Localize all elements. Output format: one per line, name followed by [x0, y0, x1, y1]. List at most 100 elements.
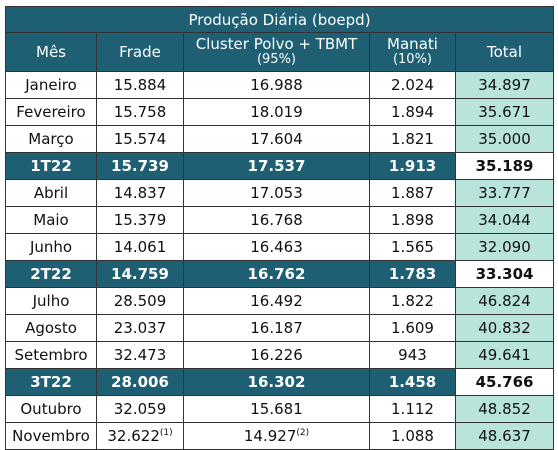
cell-value: 1.822 [391, 292, 434, 310]
cell-value: 32.090 [478, 238, 531, 256]
cell-value: 16.768 [250, 211, 303, 229]
cell-polvo: 16.988 [183, 71, 370, 99]
cell-month: Abril [5, 179, 97, 207]
cell-value: 14.927 [243, 427, 297, 445]
cell-month: 1T22 [5, 152, 97, 180]
cell-polvo: 14.927(2) [183, 422, 370, 450]
header-sublabel: (95%) [256, 52, 297, 67]
table-row: Junho 14.061 16.463 1.565 32.090 [5, 233, 555, 261]
cell-value: 1.913 [388, 157, 437, 175]
cell-total: 45.766 [454, 368, 555, 396]
cell-frade: 15.379 [96, 206, 184, 234]
table-body: Janeiro 15.884 16.988 2.024 34.897 Fevereiro 1… [5, 71, 555, 450]
cell-month: Maio [5, 206, 97, 234]
cell-value: Agosto [25, 319, 77, 337]
cell-polvo: 18.019 [183, 98, 370, 126]
cell-total: 34.044 [454, 206, 555, 234]
table-row: Fevereiro 15.758 18.019 1.894 35.671 [5, 98, 555, 126]
cell-value: 15.574 [113, 130, 167, 148]
header-manati: Manati (10%) [369, 32, 456, 72]
cell-value: 1.898 [391, 211, 434, 229]
cell-value: 14.837 [113, 184, 167, 202]
header-sublabel: (10%) [392, 52, 433, 67]
cell-polvo: 16.492 [183, 287, 370, 315]
table-row: Janeiro 15.884 16.988 2.024 34.897 [5, 71, 555, 99]
cell-frade: 14.061 [96, 233, 184, 261]
cell-value: 17.053 [250, 184, 303, 202]
cell-value: 1.112 [391, 400, 434, 418]
header-label: Manati [387, 35, 438, 53]
cell-value: 3T22 [30, 373, 72, 391]
cell-month: 2T22 [5, 260, 97, 288]
cell-manati: 1.112 [369, 395, 456, 423]
cell-total: 49.641 [454, 341, 555, 369]
cell-polvo: 17.537 [183, 152, 370, 180]
cell-value: 16.492 [250, 292, 303, 310]
cell-value: Julho [32, 292, 70, 310]
cell-value: 32.059 [113, 400, 167, 418]
cell-manati: 1.887 [369, 179, 456, 207]
cell-value: 1.088 [391, 427, 434, 445]
cell-manati: 1.898 [369, 206, 456, 234]
table-row: Julho 28.509 16.492 1.822 46.824 [5, 287, 555, 315]
cell-value: 2.024 [391, 76, 434, 94]
cell-value: 1.894 [391, 103, 434, 121]
production-table-container: Produção Diária (boepd) Mês Frade Cluster … [4, 6, 555, 450]
cell-manati: 1.783 [369, 260, 456, 288]
cell-total: 35.189 [454, 152, 555, 180]
footnote-marker: (1) [159, 428, 173, 438]
cell-month: Fevereiro [5, 98, 97, 126]
cell-polvo: 16.187 [183, 314, 370, 342]
header-label: Total [487, 43, 523, 61]
cell-total: 33.304 [454, 260, 555, 288]
cell-value: 17.604 [250, 130, 303, 148]
quarter-row: 2T22 14.759 16.762 1.783 33.304 [5, 260, 555, 288]
cell-polvo: 15.681 [183, 395, 370, 423]
cell-value: 40.832 [478, 319, 531, 337]
header-row: Mês Frade Cluster Polvo + TBMT (95%) Manati(… [5, 32, 555, 72]
cell-manati: 1.821 [369, 125, 456, 153]
table-row: Outubro 32.059 15.681 1.112 48.852 [5, 395, 555, 423]
cell-polvo: 17.053 [183, 179, 370, 207]
cell-value: 28.509 [113, 292, 167, 310]
cell-value: 14.759 [111, 265, 169, 283]
cell-value: 15.758 [113, 103, 167, 121]
cell-total: 48.637 [454, 422, 555, 450]
cell-total: 46.824 [454, 287, 555, 315]
cell-value: 1.821 [391, 130, 434, 148]
production-table: Produção Diária (boepd) Mês Frade Cluster … [4, 6, 555, 450]
cell-value: 35.000 [478, 130, 531, 148]
cell-month: Junho [5, 233, 97, 261]
cell-value: Abril [33, 184, 69, 202]
cell-manati: 1.088 [369, 422, 456, 450]
cell-manati: 2.024 [369, 71, 456, 99]
header-total: Total [454, 32, 555, 72]
cell-manati: 1.822 [369, 287, 456, 315]
cell-value: 48.637 [478, 427, 531, 445]
cell-frade: 15.758 [96, 98, 184, 126]
cell-value: 15.681 [250, 400, 303, 418]
cell-total: 33.777 [454, 179, 555, 207]
cell-frade: 32.059 [96, 395, 184, 423]
table-title-row: Produção Diária (boepd) [4, 6, 555, 33]
cell-value: 16.226 [250, 346, 303, 364]
table-row: Março 15.574 17.604 1.821 35.000 [5, 125, 555, 153]
cell-value: 2T22 [30, 265, 72, 283]
cell-value: 16.988 [250, 76, 303, 94]
cell-month: Março [5, 125, 97, 153]
quarter-row: 1T22 15.739 17.537 1.913 35.189 [5, 152, 555, 180]
cell-value: 14.061 [113, 238, 167, 256]
cell-value: Outubro [20, 400, 82, 418]
cell-value: 46.824 [478, 292, 531, 310]
cell-frade: 32.622(1) [96, 422, 184, 450]
cell-value: Maio [33, 211, 69, 229]
cell-value: 16.762 [247, 265, 306, 283]
cell-manati: 1.565 [369, 233, 456, 261]
cell-month: Setembro [5, 341, 97, 369]
cell-month: 3T22 [5, 368, 97, 396]
cell-value: 34.897 [478, 76, 531, 94]
cell-value: 1.458 [388, 373, 437, 391]
cell-value: 32.622 [107, 427, 160, 445]
table-row: Agosto 23.037 16.187 1.609 40.832 [5, 314, 555, 342]
header-month: Mês [5, 32, 97, 72]
